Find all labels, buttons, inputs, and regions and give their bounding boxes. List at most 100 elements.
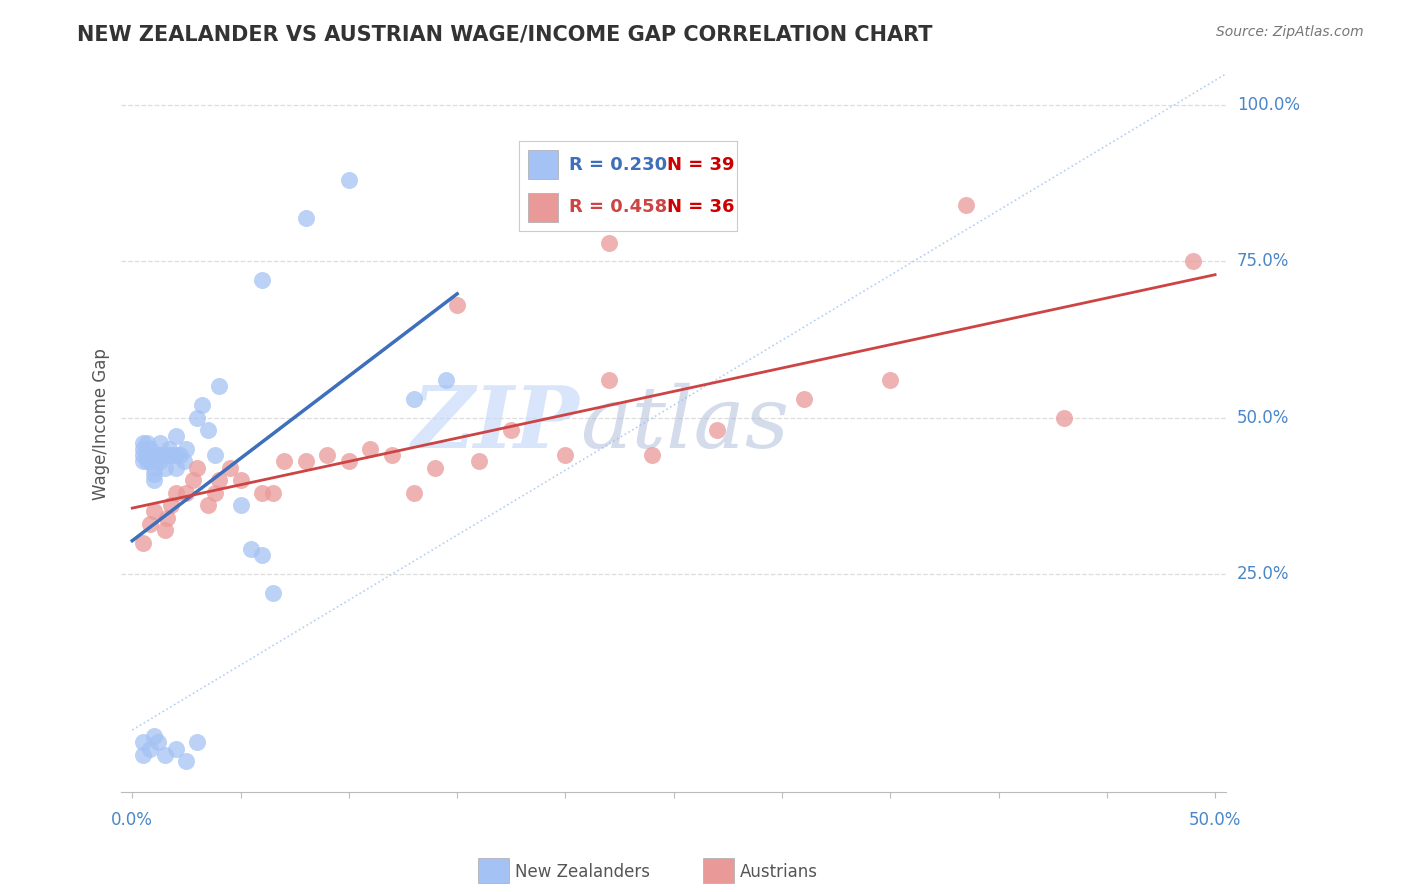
Point xyxy=(136,454,159,468)
Text: 100.0%: 100.0% xyxy=(1237,96,1299,114)
Point xyxy=(142,460,165,475)
Point xyxy=(501,423,523,437)
Point xyxy=(446,298,468,312)
Point xyxy=(132,442,155,456)
Point xyxy=(208,473,231,487)
Point xyxy=(156,448,179,462)
Point xyxy=(598,373,620,387)
Point xyxy=(434,373,457,387)
Point xyxy=(208,379,231,393)
Point xyxy=(402,392,425,406)
Point xyxy=(1182,254,1205,268)
Point xyxy=(136,448,159,462)
Point xyxy=(153,747,176,762)
Point xyxy=(153,460,176,475)
Point xyxy=(142,454,165,468)
Point xyxy=(273,454,295,468)
Point xyxy=(229,473,252,487)
Text: N = 39: N = 39 xyxy=(668,155,735,174)
Point xyxy=(793,392,815,406)
Text: New Zealanders: New Zealanders xyxy=(515,863,650,881)
Point xyxy=(204,485,226,500)
Point xyxy=(190,398,212,412)
Point xyxy=(250,485,273,500)
Point xyxy=(138,741,160,756)
Point xyxy=(204,448,226,462)
Text: Source: ZipAtlas.com: Source: ZipAtlas.com xyxy=(1216,25,1364,39)
Y-axis label: Wage/Income Gap: Wage/Income Gap xyxy=(93,348,110,500)
Point xyxy=(337,173,360,187)
Point xyxy=(173,454,195,468)
Point xyxy=(165,429,187,443)
Text: R = 0.230: R = 0.230 xyxy=(569,155,668,174)
Point xyxy=(142,729,165,743)
Point xyxy=(169,448,191,462)
Point xyxy=(294,211,316,225)
Point xyxy=(132,454,155,468)
Point xyxy=(955,198,977,212)
Point xyxy=(148,735,170,749)
Point xyxy=(706,423,728,437)
Text: R = 0.458: R = 0.458 xyxy=(569,198,668,217)
Point xyxy=(641,448,664,462)
Point xyxy=(176,442,198,456)
FancyBboxPatch shape xyxy=(527,151,558,179)
Text: 0.0%: 0.0% xyxy=(111,811,153,830)
Point xyxy=(132,435,155,450)
Point xyxy=(132,535,155,549)
Point xyxy=(148,448,170,462)
Point xyxy=(160,448,183,462)
Point xyxy=(554,448,576,462)
Point xyxy=(142,467,165,481)
Point xyxy=(197,498,219,512)
Point xyxy=(360,442,382,456)
Point xyxy=(156,510,179,524)
Point xyxy=(218,460,240,475)
Point xyxy=(165,460,187,475)
Text: 50.0%: 50.0% xyxy=(1237,409,1289,426)
Point xyxy=(1052,410,1074,425)
Text: N = 36: N = 36 xyxy=(668,198,735,217)
Point xyxy=(176,485,198,500)
Point xyxy=(157,442,180,456)
Point xyxy=(316,448,339,462)
Point xyxy=(240,541,263,556)
Point xyxy=(132,747,155,762)
Point xyxy=(142,473,165,487)
Point xyxy=(262,485,284,500)
Point xyxy=(197,423,219,437)
Point xyxy=(186,460,208,475)
FancyBboxPatch shape xyxy=(527,194,558,222)
Point xyxy=(176,754,198,768)
Point xyxy=(250,273,273,287)
Point xyxy=(468,454,491,468)
Point xyxy=(250,548,273,562)
Point xyxy=(142,448,165,462)
Text: 25.0%: 25.0% xyxy=(1237,565,1289,582)
Point xyxy=(165,448,187,462)
Point xyxy=(153,523,176,537)
Point xyxy=(142,504,165,518)
Point xyxy=(186,735,208,749)
Point xyxy=(138,454,160,468)
Point xyxy=(598,235,620,250)
Point xyxy=(160,498,183,512)
Point xyxy=(186,410,208,425)
Point xyxy=(132,448,155,462)
Point xyxy=(402,485,425,500)
Point xyxy=(138,516,160,531)
Point xyxy=(337,454,360,468)
Point xyxy=(136,435,159,450)
Point xyxy=(138,442,160,456)
Point xyxy=(381,448,404,462)
Text: ZIP: ZIP xyxy=(412,382,579,466)
Point xyxy=(149,435,172,450)
Point xyxy=(879,373,901,387)
Point xyxy=(165,485,187,500)
Point xyxy=(149,454,172,468)
Text: atlas: atlas xyxy=(579,383,789,465)
Point xyxy=(132,735,155,749)
Point xyxy=(294,454,316,468)
Text: 50.0%: 50.0% xyxy=(1189,811,1241,830)
Point xyxy=(262,585,284,599)
